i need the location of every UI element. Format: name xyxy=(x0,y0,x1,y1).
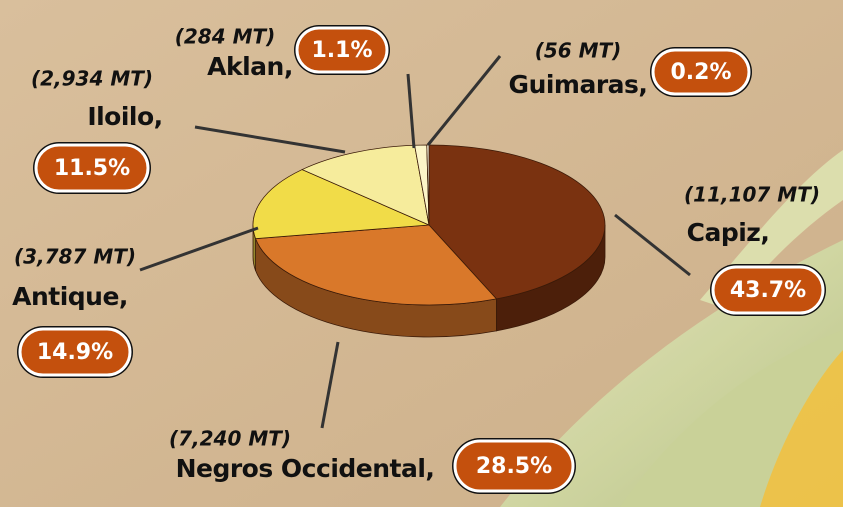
value-label: 11.5% xyxy=(54,156,130,181)
tonnage-label: (3,787 MT) xyxy=(14,245,136,269)
value-label: 14.9% xyxy=(37,340,113,365)
category-label: Iloilo, xyxy=(87,102,162,131)
tonnage-label: (11,107 MT) xyxy=(684,183,820,207)
value-label: 28.5% xyxy=(476,454,552,479)
category-label: Guimaras, xyxy=(509,70,648,99)
tonnage-label: (284 MT) xyxy=(175,25,276,49)
pie xyxy=(253,145,605,337)
tonnage-label: (2,934 MT) xyxy=(31,67,153,91)
category-label: Antique, xyxy=(12,282,128,311)
chart: (11,107 MT) Capiz, 43.7% (7,240 MT) Negros O… xyxy=(0,0,843,507)
category-label: Capiz, xyxy=(687,218,770,247)
tonnage-label: (56 MT) xyxy=(535,39,622,63)
value-label: 0.2% xyxy=(670,60,731,85)
category-label: Negros Occidental, xyxy=(176,454,435,483)
category-label: Aklan, xyxy=(207,52,293,81)
value-label: 1.1% xyxy=(311,38,372,63)
tonnage-label: (7,240 MT) xyxy=(169,427,291,451)
value-label: 43.7% xyxy=(730,278,806,303)
